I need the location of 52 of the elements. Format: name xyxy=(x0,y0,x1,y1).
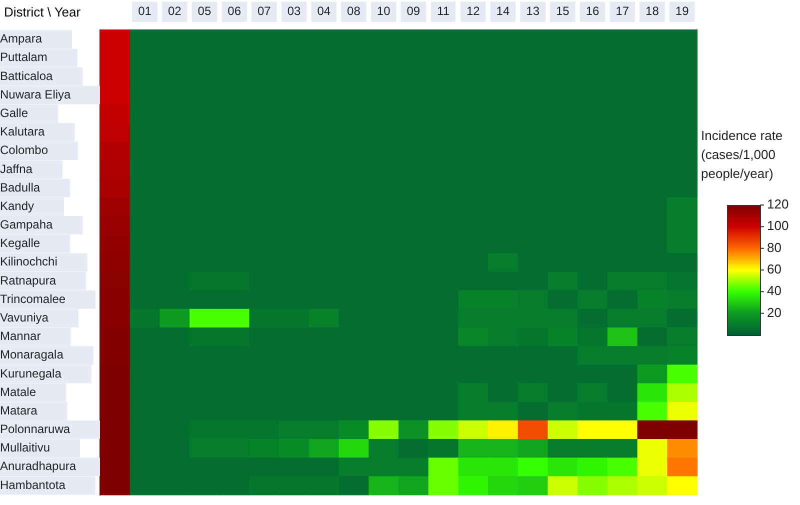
y-tick-label: Ampara xyxy=(0,32,42,46)
x-tick-label: 11 xyxy=(437,4,450,18)
y-tick-label: Kandy xyxy=(0,198,34,213)
y-tick-label: Mannar xyxy=(0,329,41,344)
y-tick-label: Nuwara Eliya xyxy=(0,87,72,102)
color-bar-title: Incidence rate (cases/1,000 people/year) xyxy=(701,128,783,181)
x-tick-label: 14 xyxy=(496,4,510,18)
x-tick-label: 07 xyxy=(257,4,272,18)
y-tick-label: Kalutara xyxy=(0,124,46,139)
x-tick-label: 18 xyxy=(646,4,660,18)
y-tick-label: Batticaloa xyxy=(0,68,54,83)
color-bar-label: 120 xyxy=(767,196,789,212)
y-tick-label: Matale xyxy=(0,384,36,399)
color-bar-label: 20 xyxy=(767,304,782,320)
x-tick-label: 01 xyxy=(138,4,152,18)
color-bar-label: 60 xyxy=(767,262,782,277)
y-tick-label: Polonnaruwa xyxy=(0,422,70,436)
x-tick-label: 09 xyxy=(406,4,420,18)
y-tick-label: Hambantota xyxy=(0,478,66,492)
color-bar-label: 100 xyxy=(767,218,789,234)
y-tick-label: Kegalle xyxy=(0,236,40,250)
y-tick-label: Colombo xyxy=(0,143,48,158)
x-tick-label: 04 xyxy=(317,4,331,18)
y-tick-label: Jaffna xyxy=(0,162,33,176)
x-tick-label: 12 xyxy=(466,4,480,18)
x-tick-label: 03 xyxy=(287,4,302,18)
y-tick-label: Ratnapura xyxy=(0,273,56,288)
y-tick-label: Kilinochchi xyxy=(0,254,58,269)
x-tick-label: 10 xyxy=(376,4,391,18)
y-tick-label: Galle xyxy=(0,106,28,120)
x-tick-label: 16 xyxy=(586,4,600,18)
x-tick-label: 13 xyxy=(526,4,540,18)
y-tick-label: Badulla xyxy=(0,180,40,194)
y-tick-label: Anuradhapura xyxy=(0,459,76,474)
x-tick-label: 08 xyxy=(347,4,361,18)
color-bar-label: 80 xyxy=(767,240,782,255)
y-tick-label: Vavuniya xyxy=(0,310,49,324)
x-tick-label: 19 xyxy=(675,4,690,18)
y-tick-label: Kurunegala xyxy=(0,366,62,380)
x-tick-label: 06 xyxy=(228,4,242,18)
y-tick-label: Puttalam xyxy=(0,50,48,64)
y-tick-label: Gampaha xyxy=(0,218,54,232)
y-tick-label: Matara xyxy=(0,403,38,418)
x-tick-label: 15 xyxy=(556,4,570,18)
x-tick-label: 05 xyxy=(198,4,212,18)
y-tick-label: Monaragala xyxy=(0,348,64,362)
color-bar-label: 40 xyxy=(767,283,782,298)
y-tick-label: Mullaitivu xyxy=(0,440,50,455)
x-tick-label: 02 xyxy=(168,4,182,18)
x-axis-title: District \ Year xyxy=(4,4,82,20)
y-tick-label: Trincomalee xyxy=(0,292,66,306)
x-tick-label: 17 xyxy=(616,4,630,18)
